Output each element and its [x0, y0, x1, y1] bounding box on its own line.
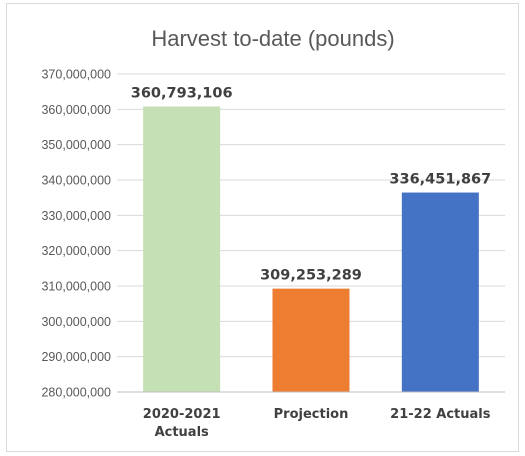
data-labels: 360,793,106 309,253,289 336,451,867 — [131, 86, 491, 284]
data-label: 336,451,867 — [389, 172, 491, 188]
x-axis-ticks: 2020-2021 Actuals Projection 21-22 Actuals — [143, 407, 491, 440]
y-tick-label: 360,000,000 — [41, 103, 111, 117]
y-tick-label: 300,000,000 — [41, 315, 111, 329]
y-axis-ticks: 280,000,000 290,000,000 300,000,000 310,000… — [41, 68, 111, 400]
bar — [272, 288, 350, 392]
x-tick-label: Actuals — [155, 425, 209, 440]
bars — [143, 106, 479, 392]
y-tick-label: 370,000,000 — [41, 68, 111, 82]
y-tick-label: 290,000,000 — [41, 350, 111, 364]
y-tick-label: 320,000,000 — [41, 244, 111, 258]
y-tick-label: 310,000,000 — [41, 280, 111, 294]
data-label: 360,793,106 — [131, 86, 233, 102]
bar — [143, 106, 221, 392]
x-tick-label: 21-22 Actuals — [390, 407, 491, 422]
x-tick-label: Projection — [274, 407, 349, 422]
y-tick-label: 350,000,000 — [41, 138, 111, 152]
y-tick-label: 280,000,000 — [41, 386, 111, 400]
y-tick-label: 340,000,000 — [41, 174, 111, 188]
x-tick-label: 2020-2021 — [143, 407, 221, 422]
chart-title: Harvest to-date (pounds) — [151, 26, 394, 51]
y-tick-label: 330,000,000 — [41, 209, 111, 223]
data-label: 309,253,289 — [260, 268, 362, 284]
bar — [401, 192, 479, 392]
